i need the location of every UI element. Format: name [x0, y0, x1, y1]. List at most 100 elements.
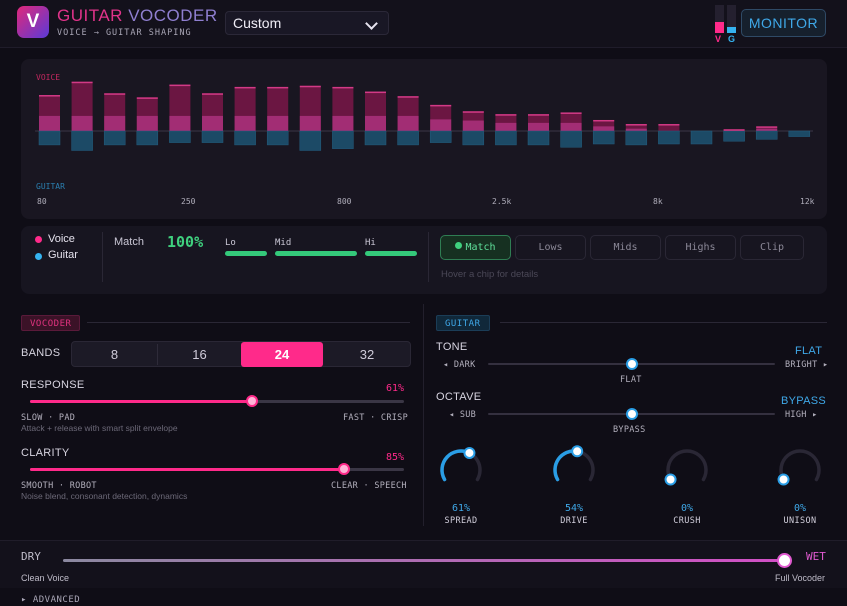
guitar-band-bar	[527, 130, 550, 146]
overlap-band-bar	[756, 128, 778, 131]
bands-label: BANDS	[21, 347, 61, 359]
chip-match[interactable]: Match	[440, 235, 511, 260]
clarity-slider-thumb[interactable]	[337, 463, 350, 475]
overlap-band-bar	[169, 115, 191, 131]
spread-knob[interactable]	[463, 446, 476, 459]
wet-label: WET	[806, 550, 826, 563]
frequency-tick-label: 8k	[653, 197, 663, 206]
match-band-lo-label: Lo	[225, 238, 236, 248]
voice-legend-dot	[35, 236, 42, 243]
response-value: 61%	[386, 383, 405, 394]
crush-value: 0%	[680, 503, 694, 514]
overlap-band-bar	[528, 122, 549, 131]
spread-value: 61%	[451, 503, 471, 514]
preset-dropdown[interactable]: Custom	[225, 11, 389, 35]
voice-band-bar	[756, 126, 778, 131]
spectrum-voice-label: VOICE	[36, 73, 60, 82]
guitar-band-bar	[560, 130, 582, 148]
chip-highs[interactable]: Highs	[665, 235, 736, 260]
overlap-band-bar	[234, 115, 256, 131]
guitar-band-bar	[103, 130, 126, 146]
chevron-down-icon	[365, 17, 378, 30]
guitar-band-bar	[690, 130, 713, 145]
bands-selector: 8 16 24 32	[71, 341, 411, 367]
unison-label: UNISON	[783, 516, 817, 526]
app-title: GUITAR VOCODER	[57, 6, 218, 26]
mix-slider[interactable]	[63, 553, 792, 568]
chip-mids[interactable]: Mids	[590, 235, 661, 260]
clarity-label: CLARITY	[21, 447, 70, 459]
clarity-slider[interactable]	[30, 463, 404, 475]
bands-option-8[interactable]: 8	[110, 347, 119, 362]
tone-value: FLAT	[795, 345, 823, 357]
tone-slider-thumb[interactable]	[625, 358, 638, 370]
voice-band-peak	[365, 91, 386, 94]
octave-value: BYPASS	[781, 395, 827, 407]
overlap-band-bar	[332, 115, 354, 131]
divider	[102, 232, 103, 282]
voice-meter-fill	[715, 21, 724, 33]
unison-knob[interactable]	[777, 473, 790, 486]
voice-band-peak	[332, 86, 354, 89]
guitar-band-bar	[658, 130, 680, 145]
mix-slider-thumb[interactable]	[777, 553, 792, 568]
guitar-band-bar	[169, 130, 191, 143]
bands-option-24[interactable]: 24	[241, 342, 323, 367]
overlap-band-bar	[593, 126, 615, 131]
guitar-meter-fill	[727, 27, 736, 33]
chip-lows[interactable]: Lows	[515, 235, 586, 260]
active-dot	[455, 242, 463, 249]
spectrum-svg: VOICE GUITAR 80 250 800 2.5k 8k 12k	[35, 73, 815, 206]
crush-knob[interactable]	[664, 473, 677, 486]
guitar-band-bar	[364, 130, 387, 146]
wet-description: Full Vocoder	[775, 573, 826, 583]
tone-slider[interactable]	[488, 358, 775, 370]
chip-clip[interactable]: Clip	[740, 235, 804, 260]
advanced-toggle[interactable]: ▸ ADVANCED	[21, 595, 81, 605]
match-label: Match	[114, 236, 144, 248]
dry-label: DRY	[21, 550, 41, 563]
voice-band-bar	[593, 119, 615, 131]
voice-band-peak	[104, 93, 126, 95]
crush-label: CRUSH	[673, 516, 701, 526]
guitar-band-bar	[234, 130, 256, 146]
octave-label: OCTAVE	[436, 391, 482, 403]
guitar-knobs-svg	[440, 445, 821, 486]
voice-band-peak	[593, 119, 615, 122]
drive-knob[interactable]	[571, 445, 584, 458]
monitor-button[interactable]: MONITOR	[741, 9, 826, 37]
response-left-label: SLOW · PAD	[21, 413, 76, 423]
spectrum-guitar-label: GUITAR	[36, 182, 65, 191]
tone-left-label: ◂ DARK	[443, 360, 476, 370]
octave-slider[interactable]	[488, 408, 775, 420]
overlap-band-bar	[365, 115, 386, 131]
voice-band-bar	[625, 124, 647, 131]
spectrum-display: VOICE GUITAR 80 250 800 2.5k 8k 12k	[21, 59, 827, 219]
guitar-band-bar	[788, 130, 811, 137]
guitar-legend-label: Guitar	[48, 249, 78, 261]
response-slider[interactable]	[30, 395, 404, 407]
guitar-meter-label: G	[728, 34, 736, 44]
voice-band-peak	[723, 129, 745, 131]
response-right-label: FAST · CRISP	[343, 413, 409, 423]
dry-wet-mix-bar: DRY WET Clean Voice Full Vocoder	[0, 540, 847, 588]
octave-center-label: BYPASS	[613, 425, 646, 435]
match-band-hi-label: Hi	[365, 238, 376, 248]
bands-option-16[interactable]: 16	[192, 347, 207, 362]
voice-band-peak	[625, 124, 647, 126]
frequency-tick-label: 800	[337, 197, 352, 206]
chip-match-label: Match	[465, 242, 496, 253]
voice-level-meter	[715, 5, 724, 33]
octave-slider-thumb[interactable]	[625, 408, 638, 420]
frequency-tick-label: 250	[181, 197, 196, 206]
response-hint: Attack + release with smart split envelo…	[21, 423, 178, 433]
bands-option-32[interactable]: 32	[359, 347, 375, 362]
app-title-part2: VOCODER	[128, 6, 218, 25]
frequency-tick-label: 2.5k	[492, 197, 511, 206]
preset-value: Custom	[233, 15, 282, 31]
guitar-band-bar	[723, 130, 745, 142]
guitar-band-bar	[429, 130, 452, 143]
match-band-hi-bar	[365, 251, 417, 256]
response-slider-thumb[interactable]	[246, 395, 259, 407]
spread-label: SPREAD	[444, 516, 478, 526]
